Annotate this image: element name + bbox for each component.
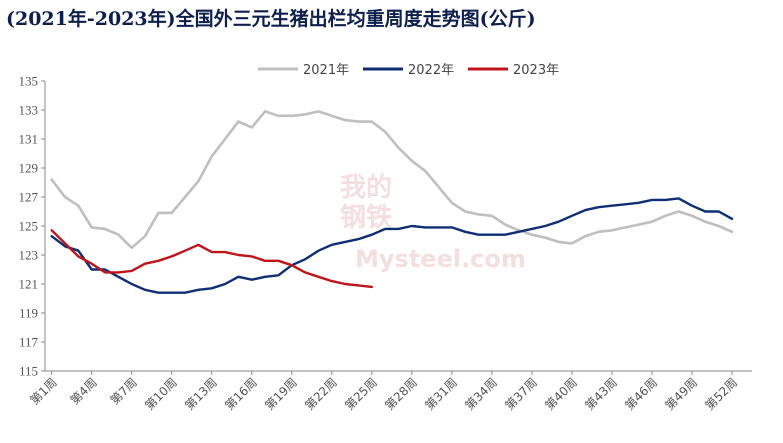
x-tick-label: 第31周: [422, 375, 460, 413]
watermark: 我的 钢铁 Mysteel.com: [340, 172, 526, 273]
x-tick-label: 第19周: [262, 375, 300, 413]
series-line-2022年: [50, 197, 734, 294]
legend-label: 2022年: [408, 63, 454, 78]
x-tick-label: 第43周: [582, 375, 620, 413]
y-tick-label: 135: [19, 74, 39, 89]
x-tick-label: 第46周: [622, 375, 660, 413]
x-tick-label: 第52周: [702, 375, 740, 413]
x-tick-label: 第13周: [182, 375, 220, 413]
legend: 2021年 2022年 2023年: [258, 63, 559, 78]
legend-label: 2021年: [303, 63, 349, 78]
chart-title: (2021年-2023年)全国外三元生猪出栏均重周度走势图(公斤): [6, 8, 536, 30]
y-tick-label: 127: [19, 190, 39, 205]
x-tick-label: 第25周: [342, 375, 380, 413]
x-tick-label: 第1周: [28, 375, 60, 407]
x-tick-label: 第10周: [142, 375, 180, 413]
x-tick-label: 第28周: [382, 375, 420, 413]
y-tick-label: 119: [19, 306, 38, 321]
y-tick-label: 129: [19, 161, 39, 176]
series-line-2021年: [50, 110, 734, 250]
x-tick-label: 第16周: [222, 375, 260, 413]
y-tick-label: 117: [19, 335, 39, 350]
y-tick-label: 123: [19, 248, 39, 263]
y-tick-label: 133: [19, 103, 39, 118]
y-tick-label: 115: [19, 364, 38, 379]
x-tick-label: 第4周: [68, 375, 100, 407]
y-tick-label: 121: [19, 277, 39, 292]
x-tick-label: 第34周: [462, 375, 500, 413]
x-tick-label: 第40周: [542, 375, 580, 413]
legend-label: 2023年: [513, 63, 559, 78]
watermark-line-1: 我的: [340, 172, 392, 203]
x-tick-label: 第7周: [108, 375, 140, 407]
series-lines: [50, 110, 734, 294]
watermark-line-3: Mysteel.com: [355, 245, 526, 273]
x-tick-label: 第49周: [662, 375, 700, 413]
y-tick-label: 125: [19, 219, 39, 234]
series-line-2023年: [50, 229, 373, 289]
watermark-line-2: 钢铁: [340, 202, 392, 233]
x-tick-label: 第22周: [302, 375, 340, 413]
x-tick-label: 第37周: [502, 375, 540, 413]
y-tick-label: 131: [19, 132, 39, 147]
